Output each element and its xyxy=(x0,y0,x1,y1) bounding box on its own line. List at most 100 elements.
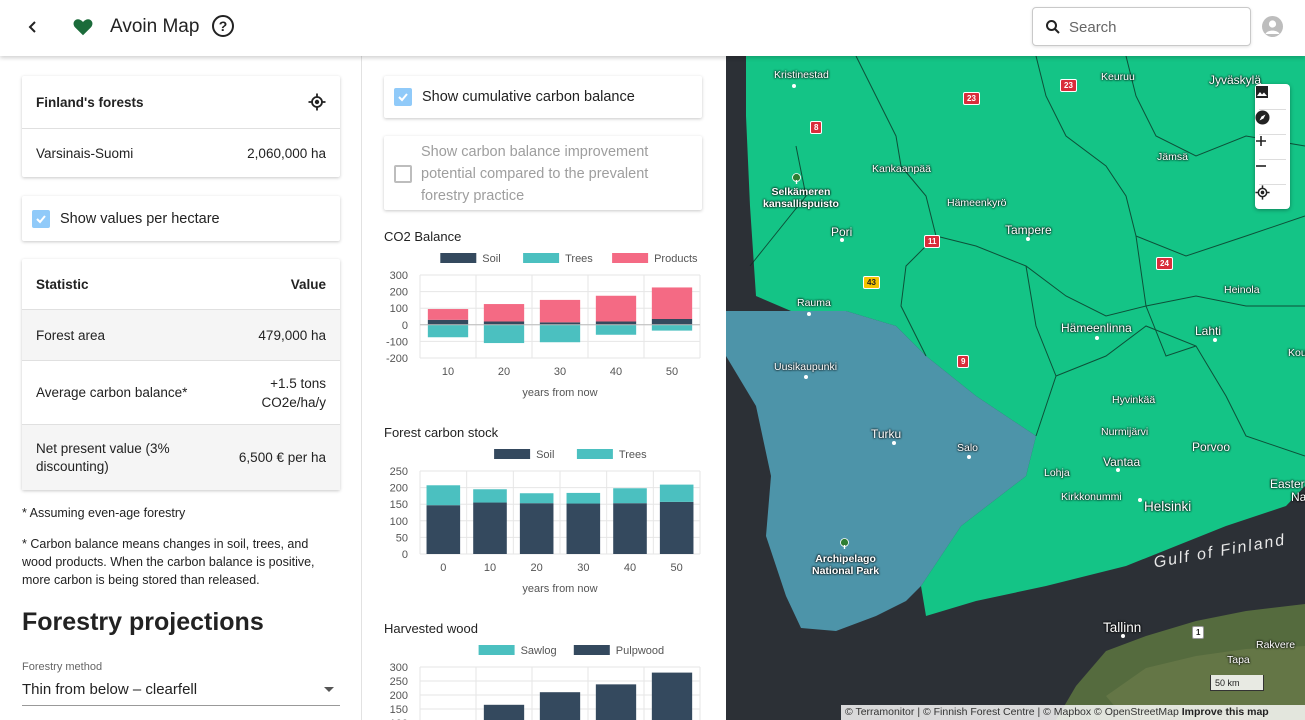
bar-segment xyxy=(483,704,525,720)
geolocate-button[interactable] xyxy=(1255,185,1290,209)
column-header-value: Value xyxy=(290,276,326,292)
improvement-card[interactable]: Show carbon balance improvement potentia… xyxy=(384,136,702,210)
column-header-statistic: Statistic xyxy=(36,276,89,292)
statistic-label: Forest area xyxy=(36,327,106,343)
y-tick-label: 0 xyxy=(402,320,408,332)
left-panel: Finland's forests Varsinais-Suomi 2,060,… xyxy=(0,56,362,720)
cumulative-checkbox[interactable] xyxy=(394,88,412,106)
bar-segment xyxy=(595,324,637,335)
forestry-method-label: Forestry method xyxy=(22,661,103,673)
map-view[interactable]: Kristinestad Keuruu Jyväskylä Jämsä Kank… xyxy=(726,56,1305,720)
x-tick-label: 40 xyxy=(624,562,636,574)
back-button[interactable] xyxy=(20,14,46,40)
statistic-value: 479,000 ha xyxy=(258,327,326,343)
place-label: Hämeenkyrö xyxy=(947,197,1007,209)
image-layer-icon xyxy=(1256,86,1268,98)
statistic-label: Average carbon balance* xyxy=(36,385,188,400)
help-button[interactable]: ? xyxy=(212,15,234,37)
legend-label: Trees xyxy=(565,253,593,265)
per-hectare-checkbox[interactable] xyxy=(32,209,50,228)
legend-label: Sawlog xyxy=(521,645,557,657)
y-tick-label: 150 xyxy=(390,499,408,511)
x-tick-label: 40 xyxy=(610,366,622,378)
bar-segment xyxy=(595,684,637,720)
road-shield: 43 xyxy=(863,276,880,289)
x-tick-label: 0 xyxy=(440,562,446,574)
compass-icon xyxy=(1255,110,1270,125)
cumulative-card[interactable]: Show cumulative carbon balance xyxy=(384,76,702,118)
chart-title-carbon-stock: Forest carbon stock xyxy=(384,425,499,440)
chart-title-co2: CO2 Balance xyxy=(384,229,462,244)
legend-swatch xyxy=(494,449,531,459)
road-shield: 23 xyxy=(963,92,980,105)
bar-segment xyxy=(595,321,637,325)
place-label: Easter xyxy=(1270,477,1305,491)
place-label: Salo xyxy=(957,442,979,454)
improve-map-link[interactable]: Improve this map xyxy=(1181,706,1269,718)
place-label: Hyvinkää xyxy=(1112,394,1156,406)
region-name: Varsinais-Suomi xyxy=(36,145,134,161)
x-tick-label: 30 xyxy=(554,366,566,378)
per-hectare-card[interactable]: Show values per hectare xyxy=(22,196,340,241)
region-row[interactable]: Varsinais-Suomi 2,060,000 ha xyxy=(22,129,340,177)
place-label: Kankaanpää xyxy=(872,163,931,175)
bar-segment xyxy=(519,493,554,504)
bar-segment xyxy=(483,321,525,325)
x-tick-label: 30 xyxy=(577,562,589,574)
statistic-value: +1.5 tons CO2e/ha/y xyxy=(261,375,326,410)
place-label: Jämsä xyxy=(1157,151,1188,163)
road-shield: 1 xyxy=(1192,626,1205,639)
place-label: Keuruu xyxy=(1101,71,1135,83)
account-avatar-icon[interactable] xyxy=(1262,16,1283,37)
stats-table: Statistic Value Forest area 479,000 ha A… xyxy=(22,259,340,490)
table-header: Statistic Value xyxy=(22,259,340,309)
chevron-left-icon xyxy=(28,21,36,33)
y-tick-label: 100 xyxy=(390,718,408,720)
forestry-method-select[interactable]: Thin from below – clearfell xyxy=(22,674,340,706)
bar-segment xyxy=(519,503,554,554)
legend-swatch xyxy=(612,253,649,263)
app-title: Avoin Map xyxy=(110,16,200,37)
road-shield: 23 xyxy=(1060,79,1077,92)
place-label: Na xyxy=(1291,490,1305,504)
locate-icon[interactable] xyxy=(308,93,326,111)
bar-segment xyxy=(539,324,581,343)
zoom-in-button[interactable] xyxy=(1255,135,1290,159)
x-tick-label: 10 xyxy=(484,562,496,574)
place-label: Helsinki xyxy=(1144,499,1192,514)
region-card-title: Finland's forests xyxy=(36,94,144,110)
bar-segment xyxy=(651,287,693,319)
top-app-bar: Avoin Map ? xyxy=(0,0,1305,56)
bar-segment xyxy=(483,304,525,322)
y-tick-label: 0 xyxy=(402,549,408,561)
place-label: Nurmijärvi xyxy=(1101,426,1149,438)
bar-segment xyxy=(651,324,693,331)
bar-segment xyxy=(473,489,507,503)
place-label: Tapa xyxy=(1227,654,1250,666)
scale-bar: 50 km xyxy=(1210,675,1264,691)
x-axis-label: years from now xyxy=(522,387,597,399)
x-tick-label: 10 xyxy=(442,366,454,378)
compass-button[interactable] xyxy=(1255,110,1290,134)
charts-panel: Show cumulative carbon balance Show carb… xyxy=(362,56,726,720)
bar-segment xyxy=(613,503,647,554)
bar-segment xyxy=(427,309,469,320)
x-axis-label: years from now xyxy=(522,583,597,595)
y-tick-label: -200 xyxy=(386,353,408,365)
road-shield: 24 xyxy=(1156,257,1173,270)
tree-icon xyxy=(840,538,849,549)
carbon-stock-chart: Soil Trees 250 200 150 100 50 0 0 10 20 30 40 50 years… xyxy=(390,449,701,595)
zoom-out-button[interactable] xyxy=(1255,160,1290,184)
park-label: Archipelago National Park xyxy=(812,553,880,577)
heart-logo-icon xyxy=(73,19,93,36)
legend-label: Soil xyxy=(536,449,554,461)
legend-label: Pulpwood xyxy=(616,645,664,657)
statistic-label: Net present value (3% discounting) xyxy=(36,440,170,474)
search-box[interactable] xyxy=(1032,7,1251,46)
layers-button[interactable] xyxy=(1255,85,1290,109)
legend-label: Trees xyxy=(619,449,647,461)
bar-segment xyxy=(659,501,694,554)
section-title: Forestry projections xyxy=(22,608,264,636)
improvement-checkbox[interactable] xyxy=(394,165,412,183)
search-input[interactable] xyxy=(1069,16,1239,38)
